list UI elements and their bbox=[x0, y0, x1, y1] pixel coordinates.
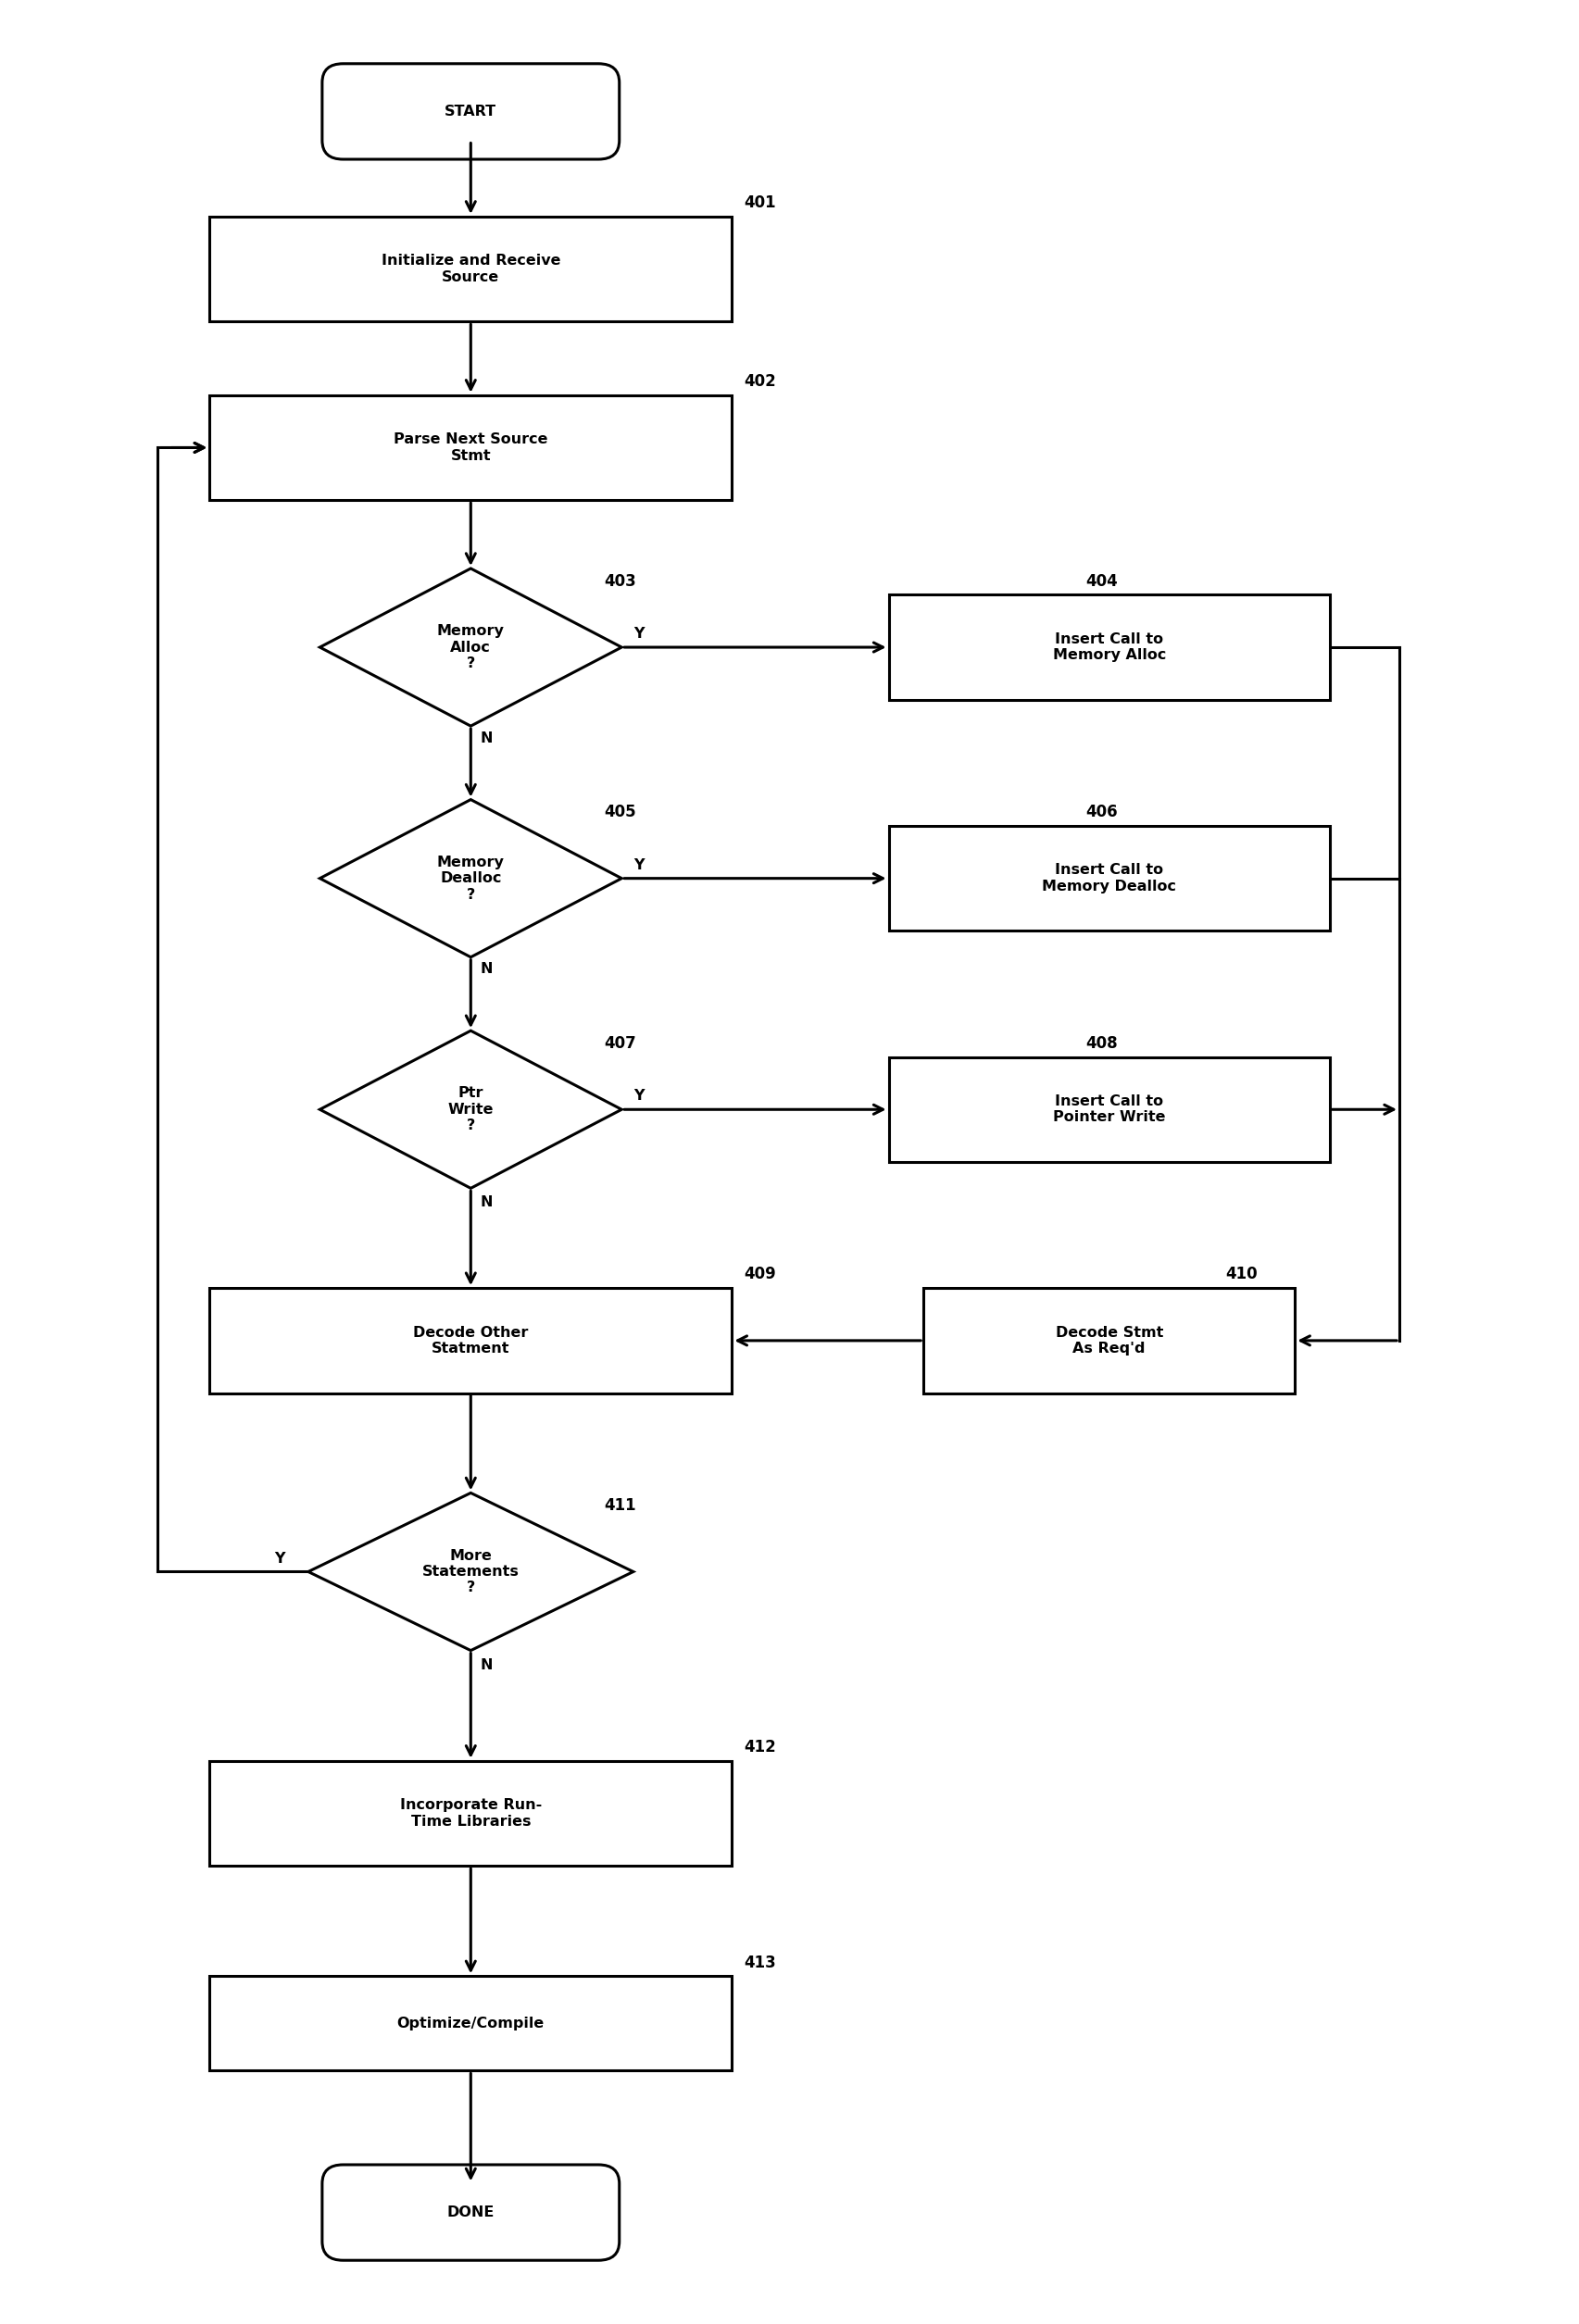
Text: 408: 408 bbox=[1085, 1034, 1118, 1053]
Bar bbox=[922, 1287, 1295, 1392]
Text: START: START bbox=[445, 105, 496, 119]
Text: N: N bbox=[480, 732, 493, 746]
Bar bbox=[210, 1287, 731, 1392]
Text: Insert Call to
Memory Alloc: Insert Call to Memory Alloc bbox=[1052, 632, 1165, 662]
Text: Decode Other
Statment: Decode Other Statment bbox=[414, 1325, 527, 1355]
FancyBboxPatch shape bbox=[322, 2164, 619, 2261]
Text: Insert Call to
Memory Dealloc: Insert Call to Memory Dealloc bbox=[1042, 862, 1176, 892]
Bar bbox=[210, 1762, 731, 1866]
Text: N: N bbox=[480, 1657, 493, 1671]
Text: 403: 403 bbox=[603, 572, 636, 590]
Text: Decode Stmt
As Req'd: Decode Stmt As Req'd bbox=[1055, 1325, 1162, 1355]
Bar bbox=[210, 395, 731, 500]
Text: More
Statements
?: More Statements ? bbox=[422, 1548, 519, 1594]
Text: Parse Next Source
Stmt: Parse Next Source Stmt bbox=[393, 432, 548, 462]
Bar bbox=[210, 216, 731, 321]
Polygon shape bbox=[308, 1492, 633, 1650]
Text: Y: Y bbox=[633, 1090, 644, 1104]
Text: 409: 409 bbox=[744, 1267, 775, 1283]
Text: 404: 404 bbox=[1085, 572, 1118, 590]
Text: Memory
Alloc
?: Memory Alloc ? bbox=[437, 625, 504, 669]
Text: N: N bbox=[480, 962, 493, 976]
Text: 413: 413 bbox=[744, 1954, 775, 1971]
Bar bbox=[887, 825, 1330, 932]
Text: Initialize and Receive
Source: Initialize and Receive Source bbox=[381, 253, 561, 284]
Text: Y: Y bbox=[275, 1552, 284, 1566]
Text: Insert Call to
Pointer Write: Insert Call to Pointer Write bbox=[1052, 1095, 1165, 1125]
Polygon shape bbox=[319, 569, 621, 725]
Bar bbox=[210, 1975, 731, 2071]
Text: 407: 407 bbox=[603, 1034, 636, 1053]
Text: Incorporate Run-
Time Libraries: Incorporate Run- Time Libraries bbox=[399, 1799, 542, 1829]
Bar bbox=[887, 1057, 1330, 1162]
Text: Ptr
Write
?: Ptr Write ? bbox=[447, 1085, 493, 1132]
Text: 402: 402 bbox=[744, 374, 775, 390]
Text: Optimize/Compile: Optimize/Compile bbox=[396, 2017, 545, 2031]
Text: N: N bbox=[480, 1195, 493, 1208]
Polygon shape bbox=[319, 799, 621, 957]
Text: Memory
Dealloc
?: Memory Dealloc ? bbox=[437, 855, 504, 902]
Text: 406: 406 bbox=[1085, 804, 1118, 820]
Text: Y: Y bbox=[633, 858, 644, 872]
Text: Y: Y bbox=[633, 627, 644, 641]
Polygon shape bbox=[319, 1030, 621, 1188]
Text: DONE: DONE bbox=[447, 2205, 494, 2219]
Text: 411: 411 bbox=[603, 1497, 636, 1513]
Text: 410: 410 bbox=[1225, 1267, 1257, 1283]
Text: 412: 412 bbox=[744, 1738, 775, 1755]
Bar bbox=[887, 595, 1330, 700]
Text: 405: 405 bbox=[603, 804, 636, 820]
FancyBboxPatch shape bbox=[322, 63, 619, 160]
Text: 401: 401 bbox=[744, 195, 775, 211]
